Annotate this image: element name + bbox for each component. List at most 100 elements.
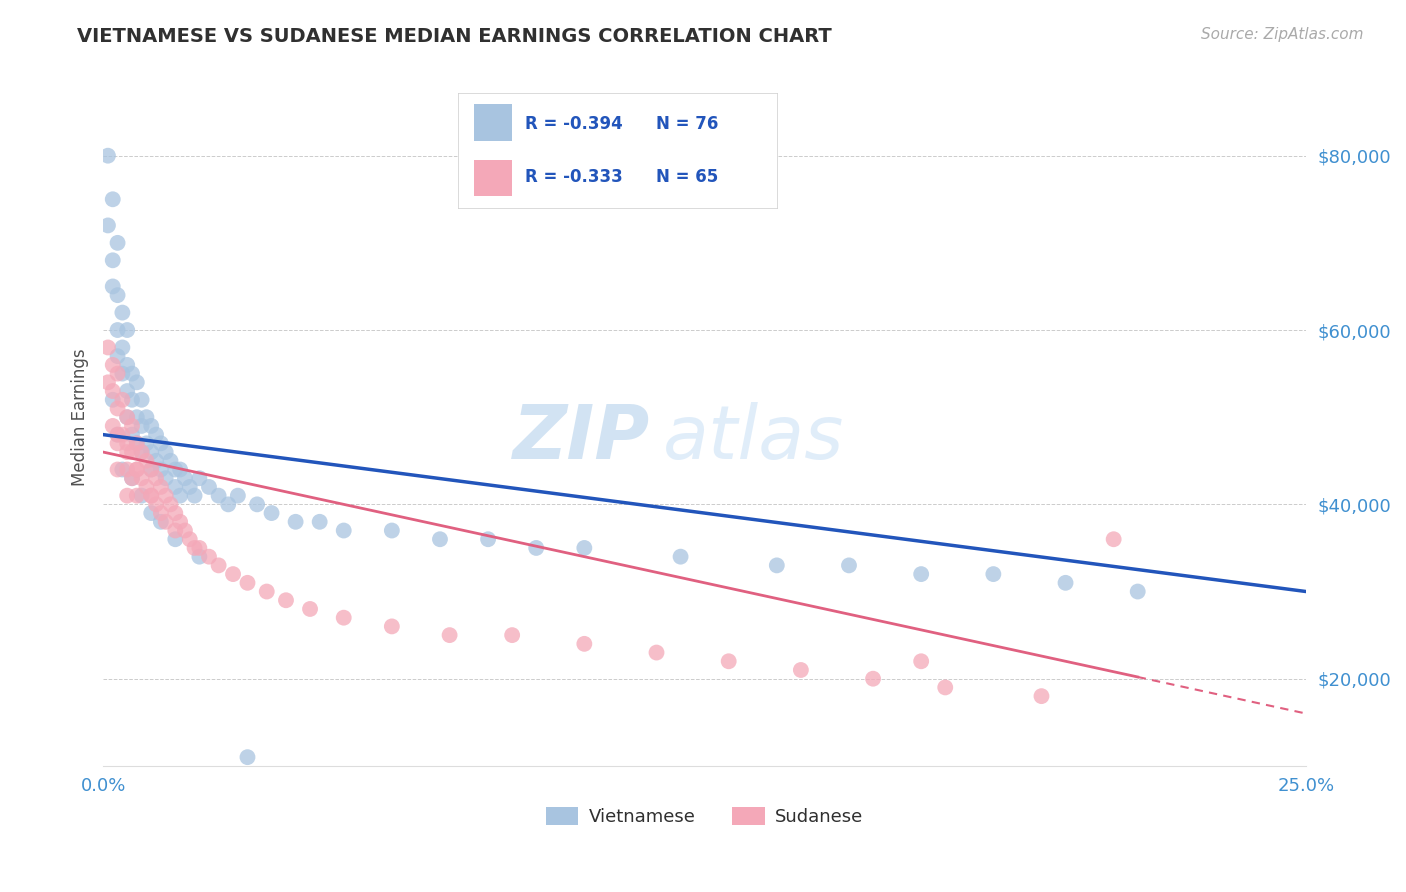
Point — [111, 341, 134, 355]
Point — [101, 279, 124, 293]
Point — [121, 367, 143, 381]
Y-axis label: Median Earnings: Median Earnings — [72, 349, 89, 486]
Point — [169, 462, 191, 476]
Point — [121, 392, 143, 407]
Point — [274, 593, 297, 607]
Point — [121, 427, 143, 442]
Point — [141, 462, 163, 476]
Point — [910, 654, 932, 668]
Point — [141, 462, 163, 476]
Point — [308, 515, 330, 529]
Point — [165, 480, 187, 494]
Point — [236, 575, 259, 590]
Point — [97, 149, 120, 163]
Point — [645, 646, 668, 660]
Point — [256, 584, 278, 599]
Point — [983, 567, 1005, 582]
Point — [159, 497, 181, 511]
Point — [101, 358, 124, 372]
Point — [141, 445, 163, 459]
Point — [125, 410, 148, 425]
Point — [165, 524, 187, 538]
Point — [141, 489, 163, 503]
Point — [101, 192, 124, 206]
Point — [101, 384, 124, 398]
Point — [107, 427, 129, 442]
Point — [862, 672, 884, 686]
Point — [381, 619, 404, 633]
Point — [198, 480, 221, 494]
Point — [501, 628, 523, 642]
Point — [165, 462, 187, 476]
Point — [107, 323, 129, 337]
Point — [97, 376, 120, 390]
Text: ZIP: ZIP — [513, 401, 651, 475]
Legend: Vietnamese, Sudanese: Vietnamese, Sudanese — [538, 800, 870, 833]
Point — [135, 436, 157, 450]
Point — [207, 489, 229, 503]
Text: Source: ZipAtlas.com: Source: ZipAtlas.com — [1201, 27, 1364, 42]
Point — [111, 462, 134, 476]
Point — [183, 489, 205, 503]
Point — [149, 480, 172, 494]
Point — [574, 637, 596, 651]
Point — [165, 533, 187, 547]
Point — [1126, 584, 1149, 599]
Point — [198, 549, 221, 564]
Point — [107, 288, 129, 302]
Point — [188, 549, 211, 564]
Point — [226, 489, 249, 503]
Point — [188, 471, 211, 485]
Text: atlas: atlas — [662, 402, 844, 475]
Point — [149, 515, 172, 529]
Point — [131, 489, 153, 503]
Point — [97, 219, 120, 233]
Point — [524, 541, 547, 555]
Point — [145, 427, 167, 442]
Point — [179, 480, 201, 494]
Point — [107, 462, 129, 476]
Point — [115, 384, 138, 398]
Point — [1054, 575, 1077, 590]
Point — [107, 427, 129, 442]
Point — [236, 750, 259, 764]
Point — [174, 524, 197, 538]
Point — [477, 533, 499, 547]
Point — [111, 305, 134, 319]
Point — [145, 471, 167, 485]
Point — [125, 489, 148, 503]
Point — [429, 533, 451, 547]
Point — [115, 489, 138, 503]
Point — [115, 323, 138, 337]
Point — [169, 489, 191, 503]
Point — [135, 410, 157, 425]
Point — [246, 497, 269, 511]
Point — [141, 418, 163, 433]
Point — [284, 515, 307, 529]
Point — [115, 410, 138, 425]
Point — [155, 471, 177, 485]
Point — [101, 418, 124, 433]
Point — [101, 392, 124, 407]
Point — [121, 471, 143, 485]
Point — [910, 567, 932, 582]
Point — [217, 497, 239, 511]
Point — [121, 471, 143, 485]
Point — [717, 654, 740, 668]
Point — [135, 454, 157, 468]
Point — [125, 376, 148, 390]
Point — [155, 489, 177, 503]
Point — [141, 506, 163, 520]
Point — [790, 663, 813, 677]
Point — [838, 558, 860, 573]
Point — [145, 454, 167, 468]
Point — [115, 436, 138, 450]
Point — [131, 445, 153, 459]
Point — [145, 497, 167, 511]
Point — [183, 541, 205, 555]
Point — [115, 358, 138, 372]
Point — [149, 462, 172, 476]
Point — [332, 524, 354, 538]
Point — [149, 436, 172, 450]
Point — [1102, 533, 1125, 547]
